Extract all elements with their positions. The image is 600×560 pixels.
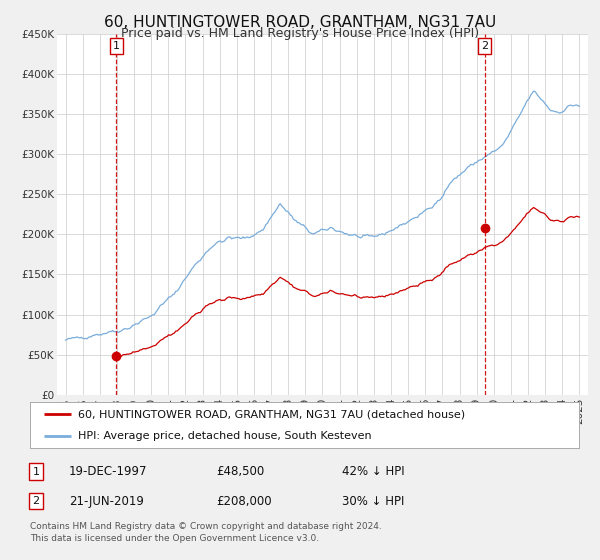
Text: £208,000: £208,000 (216, 494, 272, 508)
Text: 30% ↓ HPI: 30% ↓ HPI (342, 494, 404, 508)
Text: 21-JUN-2019: 21-JUN-2019 (69, 494, 144, 508)
Text: 2: 2 (32, 496, 40, 506)
Text: Price paid vs. HM Land Registry's House Price Index (HPI): Price paid vs. HM Land Registry's House … (121, 27, 479, 40)
Text: 60, HUNTINGTOWER ROAD, GRANTHAM, NG31 7AU (detached house): 60, HUNTINGTOWER ROAD, GRANTHAM, NG31 7A… (79, 409, 466, 419)
Text: 2: 2 (481, 41, 488, 52)
Text: HPI: Average price, detached house, South Kesteven: HPI: Average price, detached house, Sout… (79, 431, 372, 441)
Text: 1: 1 (113, 41, 120, 52)
Text: £48,500: £48,500 (216, 465, 264, 478)
Text: 1: 1 (32, 466, 40, 477)
Text: 60, HUNTINGTOWER ROAD, GRANTHAM, NG31 7AU: 60, HUNTINGTOWER ROAD, GRANTHAM, NG31 7A… (104, 15, 496, 30)
Text: Contains HM Land Registry data © Crown copyright and database right 2024.
This d: Contains HM Land Registry data © Crown c… (30, 522, 382, 543)
Text: 19-DEC-1997: 19-DEC-1997 (69, 465, 148, 478)
Text: 42% ↓ HPI: 42% ↓ HPI (342, 465, 404, 478)
